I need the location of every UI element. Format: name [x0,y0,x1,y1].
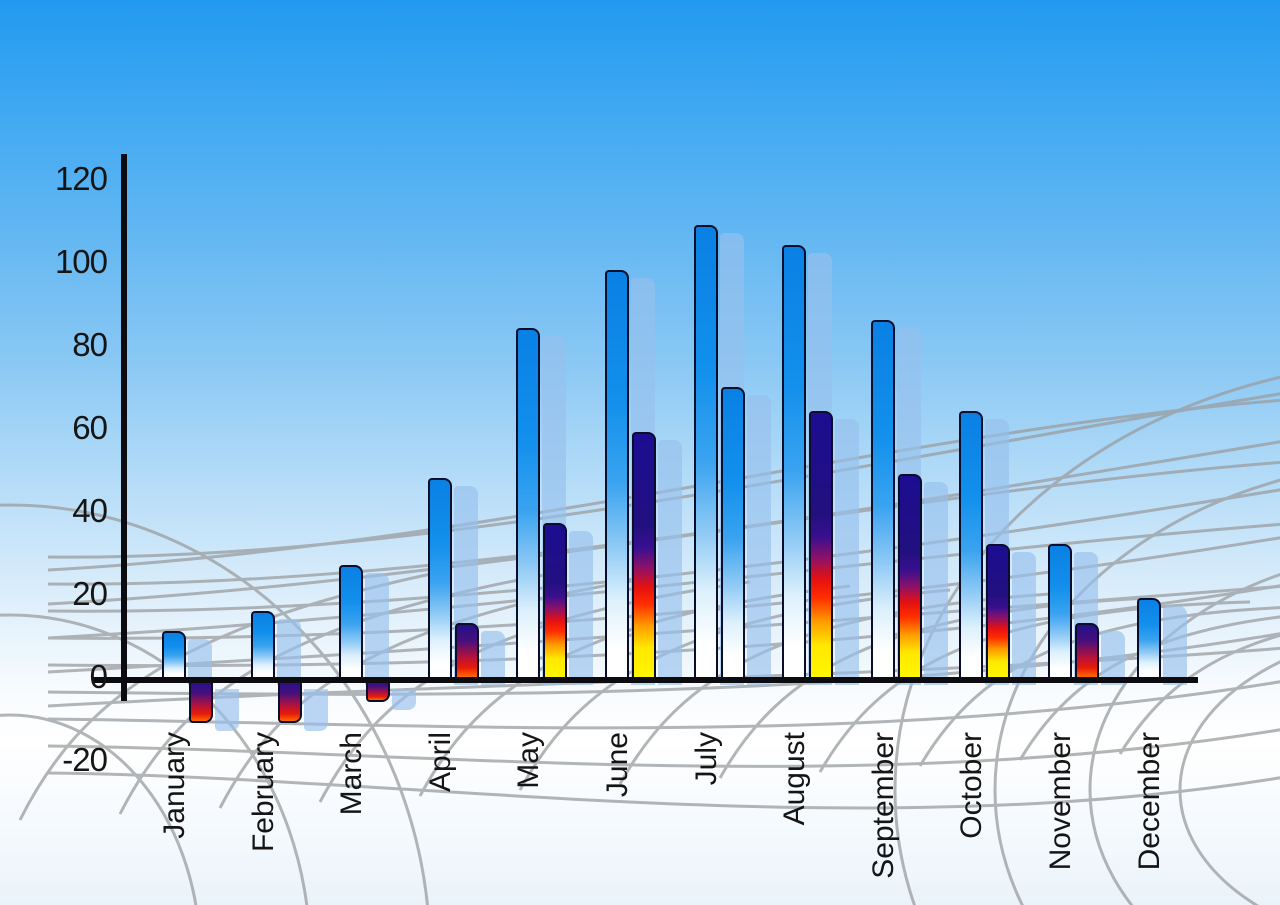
y-tick-label-60: 60 [72,409,108,446]
bar-shadow-october-secondary [1012,552,1037,685]
bar-november-primary [1048,544,1072,677]
bar-shadow-april-secondary [480,631,505,685]
bar-shadow-july-secondary [746,394,771,685]
bar-february-primary [250,610,275,677]
bar-august-primary [782,245,807,677]
bar-july-primary [693,224,718,677]
bar-shadow-march-primary [365,572,390,685]
y-tick-label-80: 80 [72,326,108,363]
bar-june-primary [605,270,629,677]
bar-january-primary [162,631,186,677]
month-label-december: December [1132,732,1166,871]
bar-shadow-november-secondary [1101,631,1125,685]
month-label-january: January [158,732,191,839]
bar-june-secondary [632,432,656,677]
bar-shadow-february-primary [276,618,301,685]
y-tick-label--20: -20 [62,741,108,778]
bar-shadow-august-secondary [835,419,860,685]
bar-april-primary [427,477,452,677]
bar-march-secondary [366,681,391,702]
bar-september-secondary [897,473,922,677]
y-tick-label-20: 20 [72,575,108,612]
bar-february-secondary [277,681,302,723]
bar-september-primary [870,320,895,677]
month-label-june: June [601,732,634,798]
bar-may-secondary [543,523,568,677]
bar-january-secondary [189,681,213,723]
month-label-april: April [423,732,457,793]
y-tick-label-0: 0 [89,658,108,695]
bar-october-primary [959,411,984,677]
bar-shadow-june-secondary [658,440,682,685]
month-label-september: September [866,732,900,879]
month-label-november: November [1044,732,1077,871]
x-axis [92,677,1198,683]
bar-august-secondary [809,411,834,677]
y-tick-label-100: 100 [54,243,108,280]
bar-shadow-september-secondary [923,481,948,685]
y-tick-label-40: 40 [72,492,108,529]
bar-april-secondary [454,623,479,677]
month-label-july: July [689,732,723,786]
bar-may-primary [516,328,541,677]
bar-october-secondary [986,544,1011,677]
bar-march-primary [339,564,364,677]
month-label-august: August [778,732,812,826]
bar-shadow-december-primary [1162,606,1187,685]
bar-shadow-february-secondary [303,689,328,731]
bar-july-secondary [720,386,745,677]
month-label-march: March [335,732,369,816]
month-label-february: February [246,732,280,853]
bar-shadow-january-secondary [215,689,239,731]
bar-december-primary [1136,598,1161,677]
y-axis [121,154,127,701]
y-tick-label-120: 120 [54,160,108,197]
bar-november-secondary [1075,623,1099,677]
bar-shadow-may-secondary [569,531,594,685]
bar-shadow-march-secondary [392,689,417,710]
month-label-may: May [512,732,546,789]
month-label-october: October [955,732,989,839]
